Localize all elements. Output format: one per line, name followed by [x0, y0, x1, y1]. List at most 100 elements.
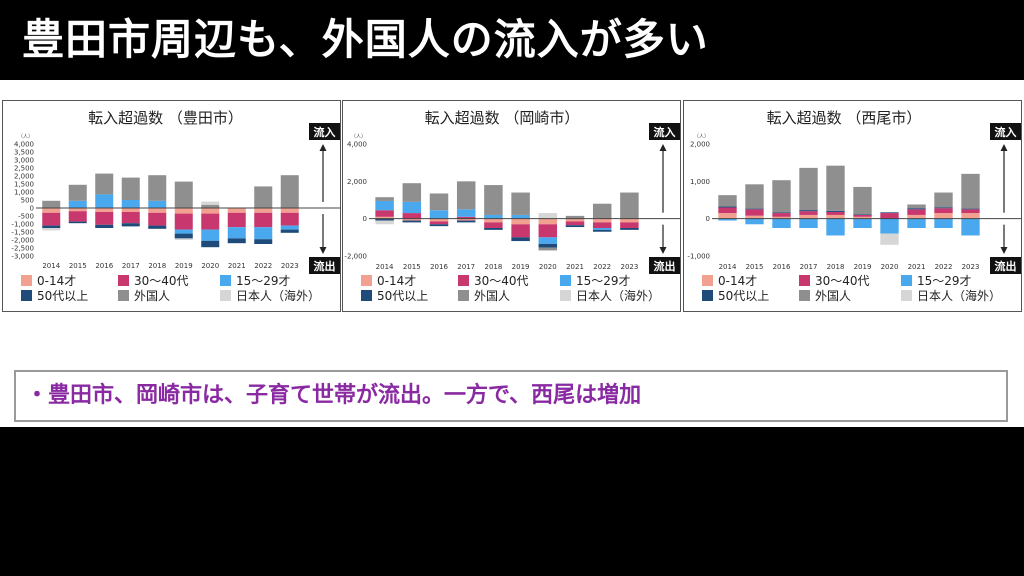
chart-svg-toyota: 転入超過数 （豊田市） （人） -3,000-2,500-2,000-1,500-1…	[11, 109, 340, 303]
bar-age-50plus-2014	[375, 218, 394, 221]
bar-age-30-40-2018	[826, 211, 845, 215]
outflow-label: 流出	[649, 257, 680, 274]
y-tick-label: 3,500	[14, 149, 34, 157]
bar-age-30-40-2015	[745, 209, 764, 216]
x-tick-label: 2022	[935, 263, 953, 271]
bar-foreign-2016	[772, 180, 791, 213]
svg-text:流出: 流出	[314, 259, 336, 273]
bar-foreign-2014	[718, 195, 737, 207]
bar-age-0-14-2014	[42, 208, 61, 213]
bar-age-50plus-2020	[538, 243, 558, 248]
svg-text:日本人（海外）: 日本人（海外）	[917, 288, 1001, 303]
bar-age-50plus-2015	[68, 221, 87, 224]
bar-age-15-29-2020	[538, 237, 558, 244]
unit-label: （人）	[351, 134, 366, 140]
bar-age-15-29-2016	[772, 218, 791, 228]
y-tick-label: 500	[21, 197, 34, 205]
svg-text:0-14才: 0-14才	[37, 274, 76, 288]
y-tick-label: 2,000	[690, 141, 710, 149]
inflow-arrow	[1000, 144, 1008, 213]
bar-foreign-2020	[201, 204, 220, 208]
chart-panel-toyota: 転入超過数 （豊田市） （人） -3,000 -2,500 -2,000 -1,500 -1…	[2, 100, 341, 312]
bar-age-0-14-2014	[375, 216, 394, 219]
bar-age-0-14-2018	[826, 214, 845, 219]
bar-age-30-40-2022	[592, 222, 612, 228]
bar-age-50plus-2016	[772, 212, 791, 214]
svg-text:50代以上: 50代以上	[718, 289, 769, 303]
x-tick-label: 2015	[403, 263, 421, 271]
bar-age-0-14-2016	[95, 208, 114, 212]
legend-item-age-15-29: 15〜29才	[560, 274, 631, 288]
x-tick-label: 2022	[593, 263, 611, 271]
bar-age-50plus-2017	[799, 210, 818, 212]
svg-text:0-14才: 0-14才	[377, 274, 416, 288]
bar-foreign-2016	[429, 193, 449, 211]
x-tick-label: 2020	[881, 263, 899, 271]
outflow-label: 流出	[990, 257, 1021, 274]
bar-age-50plus-2023	[961, 208, 980, 210]
legend-item-japanese-abroad: 日本人（海外）	[220, 288, 320, 303]
content-area: 転入超過数 （豊田市） （人） -3,000 -2,500 -2,000 -1,500 -1…	[0, 80, 1024, 427]
bar-foreign-2015	[68, 184, 87, 201]
bar-age-50plus-2020	[201, 240, 220, 248]
svg-text:30〜40代: 30〜40代	[134, 274, 189, 288]
bar-age-50plus-2021	[565, 225, 585, 228]
x-tick-label: 2020	[539, 263, 557, 271]
bar-age-0-14-2014	[718, 213, 737, 219]
bar-age-0-14-2015	[68, 208, 87, 212]
y-tick-label: -1,500	[11, 229, 34, 237]
bar-age-50plus-2015	[745, 208, 764, 210]
bar-age-50plus-2018	[484, 228, 503, 230]
bar-age-30-40-2017	[456, 216, 476, 219]
legend-item-age-50plus: 50代以上	[361, 289, 428, 303]
y-tick-label: 2,500	[14, 165, 34, 173]
svg-text:15〜29才: 15〜29才	[236, 274, 291, 288]
x-tick-label: 2023	[281, 262, 299, 270]
bar-age-30-40-2022	[934, 208, 953, 214]
bar-foreign-2015	[745, 184, 764, 209]
bar-age-0-14-2017	[456, 218, 476, 221]
svg-text:外国人: 外国人	[134, 289, 170, 303]
y-tick-label: 4,000	[14, 141, 34, 149]
inflow-arrow	[659, 144, 667, 213]
bar-age-50plus-2017	[121, 223, 140, 227]
bar-age-0-14-2022	[254, 208, 273, 213]
x-tick-label: 2017	[800, 263, 818, 271]
bar-age-30-40-2018	[148, 212, 167, 226]
bar-foreign-2023	[620, 192, 639, 219]
bar-age-50plus-2022	[254, 239, 273, 244]
y-tick-label: 3,000	[14, 157, 34, 165]
bar-age-0-14-2021	[907, 214, 926, 219]
inflow-label: 流入	[309, 123, 340, 140]
bar-age-50plus-2019	[853, 214, 872, 215]
x-tick-label: 2018	[484, 263, 502, 271]
bar-age-50plus-2019	[174, 233, 193, 239]
bar-age-30-40-2016	[772, 213, 791, 217]
svg-text:外国人: 外国人	[474, 289, 510, 303]
bar-age-15-29-2019	[511, 214, 530, 219]
x-tick-label: 2014	[376, 263, 394, 271]
chart-title-nishio: 転入超過数 （西尾市）	[767, 109, 922, 127]
bar-age-30-40-2016	[429, 221, 449, 225]
legend-item-japanese-abroad: 日本人（海外）	[560, 288, 660, 303]
x-tick-label: 2014	[42, 262, 60, 270]
unit-label: （人）	[694, 134, 709, 140]
bar-foreign-2018	[826, 165, 845, 211]
legend-item-age-15-29: 15〜29才	[220, 274, 291, 288]
x-tick-label: 2016	[773, 263, 791, 271]
x-tick-label: 2015	[746, 263, 764, 271]
chart-svg-nishio: 転入超過数 （西尾市） （人） -1,000 0 1,000 2,000 2014 2015 2…	[687, 109, 1021, 303]
inflow-label: 流入	[649, 123, 680, 140]
bar-age-0-14-2017	[121, 208, 140, 212]
y-tick-label: 1,000	[690, 178, 710, 186]
legend-item-age-30-40: 30〜40代	[118, 274, 189, 288]
bar-age-15-29-2016	[95, 194, 114, 208]
bar-age-50plus-2023	[280, 229, 299, 233]
bar-japanese-abroad-2014	[42, 228, 61, 231]
bar-age-0-14-2023	[620, 218, 639, 223]
bar-age-30-40-2014	[718, 207, 737, 214]
inflow-label: 流入	[990, 123, 1021, 140]
x-tick-label: 2014	[719, 263, 737, 271]
bar-age-15-29-2017	[799, 218, 818, 228]
bar-age-50plus-2021	[907, 208, 926, 210]
